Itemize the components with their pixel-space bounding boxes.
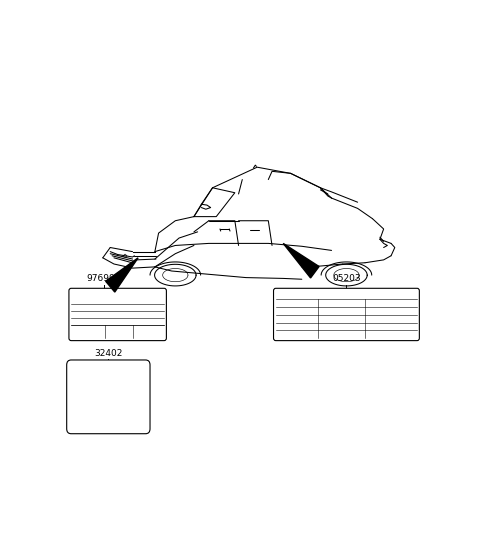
Polygon shape — [283, 243, 319, 278]
Polygon shape — [106, 258, 138, 292]
FancyBboxPatch shape — [67, 360, 150, 434]
Text: 05203: 05203 — [332, 274, 361, 284]
Text: 97699A: 97699A — [86, 274, 121, 284]
FancyBboxPatch shape — [274, 288, 420, 341]
FancyBboxPatch shape — [69, 288, 167, 341]
Text: 32402: 32402 — [94, 348, 122, 357]
